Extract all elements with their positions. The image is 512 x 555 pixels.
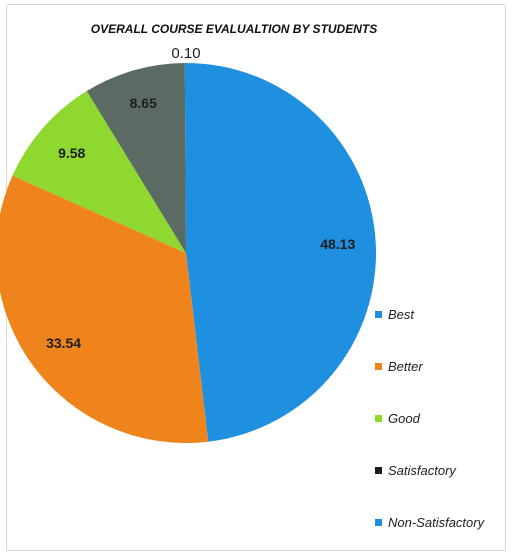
legend-label-better: Better	[388, 359, 423, 374]
legend-label-satisfactory: Satisfactory	[388, 463, 457, 478]
pie-slice-best	[186, 63, 377, 442]
data-label-non-satisfactory: 0.10	[171, 45, 200, 62]
legend-label-good: Good	[388, 411, 421, 426]
chart-title: OVERALL COURSE EVALUALTION BY STUDENTS	[91, 22, 377, 36]
pie-slice-better	[0, 175, 209, 443]
legend-swatch-non-satisfactory	[375, 519, 382, 526]
data-label-good: 9.58	[58, 145, 85, 161]
legend-swatch-best	[375, 311, 382, 318]
pie-slice-good	[12, 90, 187, 253]
legend-swatch-good	[375, 415, 382, 422]
data-label-better: 33.54	[46, 335, 81, 351]
legend-label-non-satisfactory: Non-Satisfactory	[388, 515, 486, 530]
legend-swatch-satisfactory	[375, 467, 382, 474]
data-labels: 48.13 33.54 9.58 8.65 0.10	[46, 45, 355, 351]
data-label-satisfactory: 8.65	[130, 95, 157, 111]
pie-slice-satisfactory	[86, 63, 186, 253]
legend: Best Better Good Satisfactory Non-Satisfacto…	[375, 307, 486, 530]
legend-swatch-better	[375, 363, 382, 370]
pie-slices	[0, 63, 377, 443]
pie-slice-non-satisfactory	[184, 63, 186, 253]
legend-label-best: Best	[388, 307, 415, 322]
data-label-best: 48.13	[320, 236, 355, 252]
